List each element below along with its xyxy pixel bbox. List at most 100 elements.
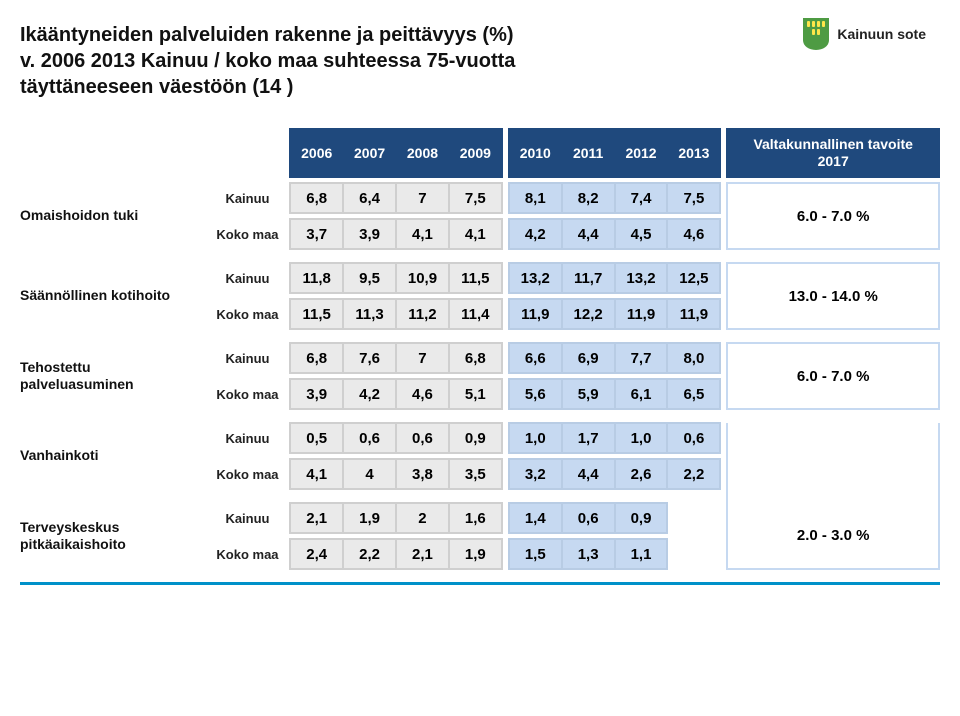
table-cell: 6,4 [343,183,396,213]
table-cell: 0,9 [615,503,668,533]
table-cell: 13,2 [615,263,668,293]
table-cell: 2,6 [615,459,668,489]
table-cell: 6,9 [562,343,615,373]
table-cell: 0,9 [449,423,502,453]
label-kotihoito: Säännöllinen kotihoito [20,263,206,329]
area-koko: Koko maa [206,539,291,569]
target-terveyskeskus: 2.0 - 3.0 % [727,503,939,569]
table-cell: 6,6 [509,343,562,373]
table-cell: 5,9 [562,379,615,409]
table-cell: 1,7 [562,423,615,453]
table-cell: 12,5 [667,263,720,293]
table-cell: 5,1 [449,379,502,409]
slide-title: Ikääntyneiden palveluiden rakenne ja pei… [20,22,940,100]
table-cell: 4,4 [562,219,615,249]
year-2007: 2007 [343,129,396,177]
row-tehostettu-kainuu: Tehostettu palveluasuminen Kainuu 6,8 7,… [20,343,939,373]
table-cell: 12,2 [562,299,615,329]
slide-page: Ikääntyneiden palveluiden rakenne ja pei… [0,0,960,570]
table-cell: 4,4 [562,459,615,489]
table-cell: 11,9 [509,299,562,329]
area-kainuu: Kainuu [206,263,291,293]
table-cell: 11,2 [396,299,449,329]
label-vanhainkoti: Vanhainkoti [20,423,206,489]
table-cell: 4,1 [449,219,502,249]
table-cell: 7 [396,343,449,373]
table-cell: 4,2 [509,219,562,249]
table-cell: 1,9 [449,539,502,569]
table-cell: 3,8 [396,459,449,489]
target-omaishoidon: 6.0 - 7.0 % [727,183,939,249]
table-cell: 1,6 [449,503,502,533]
table-cell: 0,6 [562,503,615,533]
table-cell: 7,4 [615,183,668,213]
org-logo: Kainuun sote [803,18,926,50]
target-kotihoito: 13.0 - 14.0 % [727,263,939,329]
year-2012: 2012 [615,129,668,177]
table-cell: 2,1 [396,539,449,569]
table-cell: 11,4 [449,299,502,329]
table-cell: 2,4 [290,539,343,569]
table-cell: 3,5 [449,459,502,489]
table-cell: 2,2 [343,539,396,569]
table-cell: 1,3 [562,539,615,569]
table-cell: 11,3 [343,299,396,329]
crest-icon [803,18,829,50]
table-cell: 0,6 [396,423,449,453]
table-cell: 1,5 [509,539,562,569]
title-line-1: Ikääntyneiden palveluiden rakenne ja pei… [20,24,514,46]
table-cell: 11,9 [667,299,720,329]
table-cell: 4,5 [615,219,668,249]
target-tehostettu: 6.0 - 7.0 % [727,343,939,409]
header-row: 2006 2007 2008 2009 2010 2011 2012 2013 … [20,129,939,177]
table-cell: 2,1 [290,503,343,533]
title-line-3: täyttäneeseen väestöön (14 ) [20,76,293,98]
row-omaishoidon-kainuu: Omaishoidon tuki Kainuu 6,8 6,4 7 7,5 8,… [20,183,939,213]
table-cell: 0,5 [290,423,343,453]
table-cell: 4,6 [396,379,449,409]
row-terveyskeskus-kainuu: Terveyskeskus pitkäaikaishoito Kainuu 2,… [20,503,939,533]
table-cell: 11,5 [449,263,502,293]
label-terveyskeskus: Terveyskeskus pitkäaikaishoito [20,503,206,569]
table-cell: 6,5 [667,379,720,409]
table-cell: 11,5 [290,299,343,329]
table-cell: 4 [343,459,396,489]
year-2009: 2009 [449,129,502,177]
table-cell: 8,2 [562,183,615,213]
data-table: 2006 2007 2008 2009 2010 2011 2012 2013 … [20,128,940,570]
table-cell: 3,7 [290,219,343,249]
table-cell: 8,1 [509,183,562,213]
table-cell: 7,7 [615,343,668,373]
table-cell: 4,1 [396,219,449,249]
table-cell: 13,2 [509,263,562,293]
area-kainuu: Kainuu [206,503,291,533]
table-cell: 11,8 [290,263,343,293]
table-cell: 6,1 [615,379,668,409]
table-cell: 6,8 [449,343,502,373]
area-kainuu: Kainuu [206,183,291,213]
table-cell: 6,8 [290,183,343,213]
area-koko: Koko maa [206,299,291,329]
table-cell: 5,6 [509,379,562,409]
table-cell: 11,7 [562,263,615,293]
table-cell: 1,1 [615,539,668,569]
target-header: Valtakunnallinen tavoite 2017 [727,129,939,177]
table-cell: 7,6 [343,343,396,373]
table-cell: 1,0 [509,423,562,453]
table-cell: 3,9 [343,219,396,249]
table-cell: 0,6 [667,423,720,453]
table-cell: 6,8 [290,343,343,373]
footer-rule [20,582,940,585]
table-cell: 2,2 [667,459,720,489]
label-tehostettu: Tehostettu palveluasuminen [20,343,206,409]
table-cell: 10,9 [396,263,449,293]
table-cell: 0,6 [343,423,396,453]
area-koko: Koko maa [206,379,291,409]
table-cell: 8,0 [667,343,720,373]
table-cell-empty [667,503,720,533]
row-kotihoito-kainuu: Säännöllinen kotihoito Kainuu 11,8 9,5 1… [20,263,939,293]
table-cell: 1,0 [615,423,668,453]
table-cell: 7 [396,183,449,213]
table-cell: 3,2 [509,459,562,489]
logo-text: Kainuun sote [837,26,926,42]
